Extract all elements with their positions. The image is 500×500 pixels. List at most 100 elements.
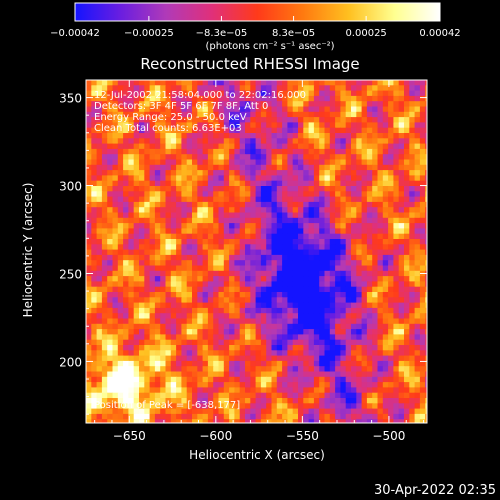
heatmap-cell: [419, 186, 426, 192]
heatmap-cell: [223, 138, 230, 145]
heatmap-cell: [229, 297, 235, 304]
heatmap-cell: [419, 276, 426, 282]
heatmap-cell: [218, 329, 225, 335]
heatmap-cell: [149, 392, 156, 399]
heatmap-cell: [271, 265, 278, 272]
heatmap-cell: [197, 360, 204, 367]
heatmap-cell: [223, 382, 230, 388]
heatmap-cell: [197, 228, 204, 235]
heatmap-cell: [107, 196, 114, 203]
heatmap-cell: [361, 239, 368, 245]
heatmap-cell: [128, 419, 135, 423]
heatmap-cell: [260, 217, 267, 224]
heatmap-cell: [117, 133, 124, 139]
heatmap-cell: [377, 276, 384, 282]
heatmap-cell: [117, 392, 124, 399]
heatmap-cell: [319, 180, 326, 187]
heatmap-cell: [207, 265, 214, 272]
heatmap-cell: [165, 265, 172, 272]
heatmap-cell: [117, 143, 124, 150]
heatmap-cell: [144, 382, 151, 388]
heatmap-cell: [144, 403, 151, 410]
heatmap-cell: [377, 366, 384, 373]
heatmap-cell: [388, 228, 394, 235]
heatmap-cell: [398, 403, 405, 410]
heatmap-cell: [202, 355, 209, 362]
heatmap-cell: [181, 276, 188, 282]
heatmap-cell: [303, 292, 310, 298]
heatmap-cell: [324, 186, 331, 192]
heatmap-cell: [419, 249, 426, 256]
heatmap-cell: [404, 80, 410, 86]
heatmap-cell: [303, 392, 310, 399]
heatmap-cell: [86, 345, 92, 351]
heatmap-cell: [154, 281, 161, 288]
heatmap-cell: [207, 80, 214, 86]
heatmap-cell: [351, 244, 357, 251]
heatmap-cell: [382, 223, 389, 229]
heatmap-cell: [107, 313, 114, 320]
heatmap-cell: [207, 212, 214, 219]
heatmap-cell: [117, 249, 124, 256]
heatmap-cell: [292, 122, 299, 129]
heatmap-cell: [91, 244, 98, 251]
heatmap-cell: [345, 371, 352, 378]
heatmap-cell: [266, 270, 273, 277]
heatmap-cell: [372, 345, 379, 351]
heatmap-cell: [133, 382, 140, 388]
heatmap-cell: [393, 334, 400, 341]
heatmap-cell: [366, 127, 373, 134]
heatmap-cell: [192, 249, 198, 256]
heatmap-cell: [176, 212, 182, 219]
heatmap-cell: [250, 217, 257, 224]
heatmap-cell: [404, 323, 410, 330]
heatmap-cell: [345, 376, 352, 383]
heatmap-cell: [404, 392, 410, 399]
heatmap-cell: [112, 223, 119, 229]
heatmap-cell: [250, 223, 257, 229]
heatmap-cell: [139, 117, 145, 123]
heatmap-cell: [170, 138, 177, 145]
heatmap-cell: [377, 371, 384, 378]
heatmap-cell: [86, 148, 92, 155]
heatmap-cell: [123, 164, 129, 171]
heatmap-cell: [144, 334, 151, 341]
heatmap-cell: [165, 154, 172, 161]
heatmap-cell: [292, 382, 299, 388]
heatmap-cell: [298, 249, 304, 256]
heatmap-cell: [345, 360, 352, 367]
heatmap-cell: [117, 201, 124, 208]
heatmap-cell: [409, 101, 416, 108]
heatmap-cell: [292, 313, 299, 320]
heatmap-cell: [303, 90, 310, 97]
heatmap-cell: [409, 302, 416, 309]
heatmap-cell: [207, 339, 214, 346]
heatmap-cell: [229, 419, 235, 423]
heatmap-cell: [287, 265, 294, 272]
heatmap-cell: [393, 413, 400, 420]
heatmap-cell: [133, 329, 140, 335]
heatmap-cell: [223, 265, 230, 272]
heatmap-cell: [425, 95, 427, 102]
heatmap-cell: [239, 164, 246, 171]
heatmap-cell: [101, 249, 108, 256]
heatmap-cell: [303, 413, 310, 420]
heatmap-cell: [260, 127, 267, 134]
heatmap-cell: [324, 292, 331, 298]
heatmap-cell: [117, 408, 124, 415]
heatmap-cell: [382, 403, 389, 410]
heatmap-cell: [425, 276, 427, 282]
heatmap-cell: [234, 244, 241, 251]
heatmap-cell: [287, 318, 294, 325]
heatmap-cell: [356, 127, 363, 134]
heatmap-cell: [377, 175, 384, 182]
heatmap-cell: [128, 143, 135, 150]
heatmap-cell: [239, 292, 246, 298]
heatmap-cell: [361, 127, 368, 134]
heatmap-cell: [319, 286, 326, 293]
heatmap-cell: [276, 244, 283, 251]
heatmap-cell: [123, 143, 129, 150]
heatmap-cell: [181, 127, 188, 134]
heatmap-cell: [133, 403, 140, 410]
heatmap-cell: [154, 170, 161, 176]
